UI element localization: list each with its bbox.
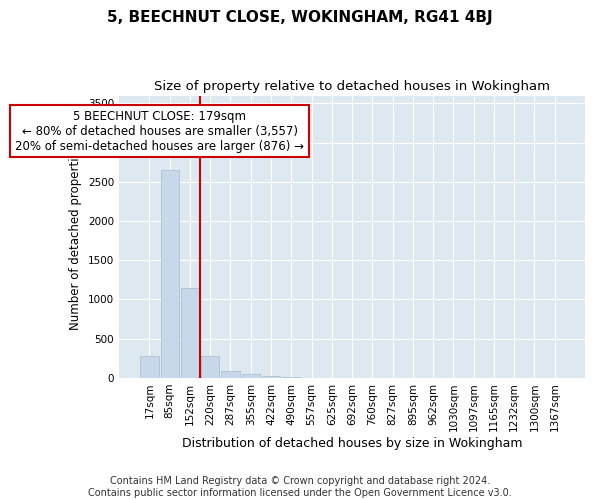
- Text: Contains HM Land Registry data © Crown copyright and database right 2024.
Contai: Contains HM Land Registry data © Crown c…: [88, 476, 512, 498]
- Text: 5 BEECHNUT CLOSE: 179sqm
← 80% of detached houses are smaller (3,557)
20% of sem: 5 BEECHNUT CLOSE: 179sqm ← 80% of detach…: [15, 110, 304, 152]
- Bar: [262, 376, 280, 378]
- Bar: [221, 371, 239, 378]
- Y-axis label: Number of detached properties: Number of detached properties: [70, 144, 82, 330]
- Bar: [181, 288, 199, 378]
- Bar: [161, 170, 179, 378]
- Bar: [140, 356, 158, 378]
- Title: Size of property relative to detached houses in Wokingham: Size of property relative to detached ho…: [154, 80, 550, 93]
- X-axis label: Distribution of detached houses by size in Wokingham: Distribution of detached houses by size …: [182, 437, 523, 450]
- Bar: [242, 374, 260, 378]
- Bar: [201, 356, 220, 378]
- Text: 5, BEECHNUT CLOSE, WOKINGHAM, RG41 4BJ: 5, BEECHNUT CLOSE, WOKINGHAM, RG41 4BJ: [107, 10, 493, 25]
